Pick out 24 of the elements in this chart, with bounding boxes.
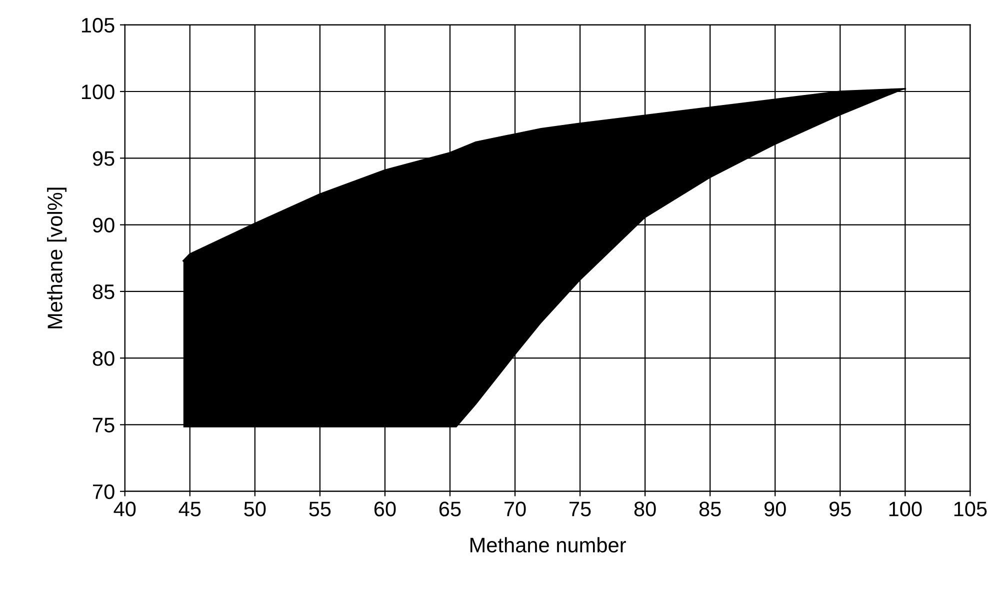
x-tick-label: 80 [634, 502, 656, 516]
x-tick-label: 65 [439, 502, 461, 516]
x-tick-label: 50 [244, 502, 266, 516]
y-tick-label: 80 [92, 351, 114, 366]
x-tick-label: 40 [114, 502, 136, 516]
x-tick-label: 100 [889, 502, 922, 516]
y-tick-label: 105 [82, 18, 114, 33]
x-axis-title: Methane number [470, 537, 626, 552]
x-tick-label: 45 [178, 502, 201, 516]
x-tick-label: 60 [374, 502, 396, 516]
y-tick-label: 90 [92, 218, 114, 233]
x-tick-label: 70 [504, 502, 526, 516]
y-tick-label: 75 [93, 418, 114, 432]
x-tick-label: 85 [699, 502, 721, 516]
y-tick-label: 85 [92, 284, 114, 300]
y-tick-label: 70 [93, 484, 114, 500]
x-tick-label: 95 [830, 502, 851, 516]
y-tick-label: 95 [92, 151, 114, 166]
y-axis-title: Methane [vol%] [47, 188, 66, 328]
y-tick-label: 100 [82, 84, 114, 100]
x-tick-label: 105 [954, 502, 987, 516]
x-tick-label: 90 [764, 502, 786, 516]
x-tick-label: 55 [309, 502, 331, 516]
x-tick-label: 75 [570, 502, 591, 516]
